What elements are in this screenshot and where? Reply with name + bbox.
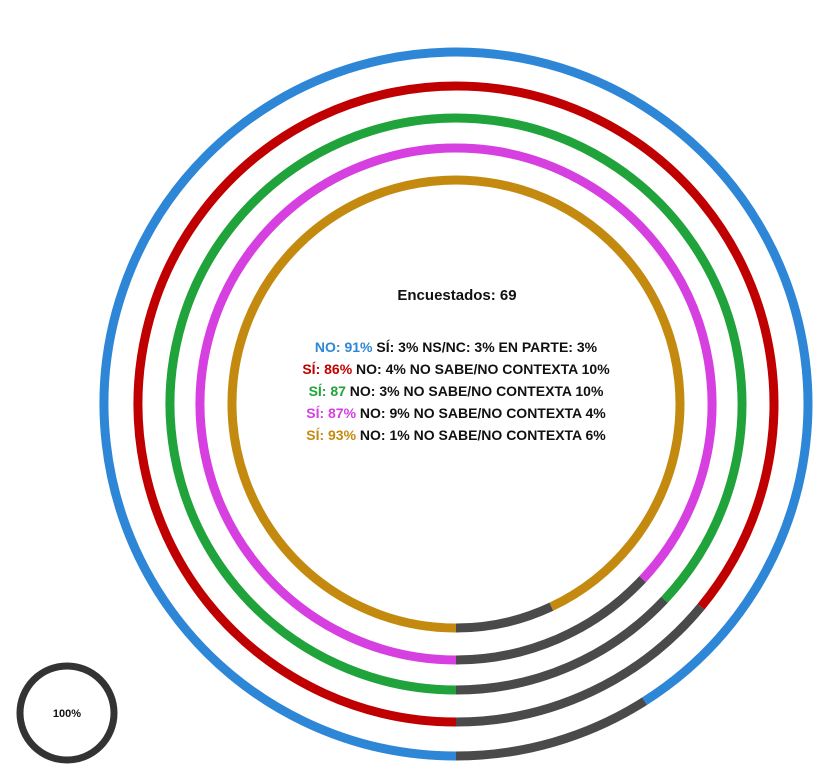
legend-lines: NO: 91% SÍ: 3% NS/NC: 3% EN PARTE: 3%SÍ:… [302, 339, 610, 443]
reference-circle-label: 100% [53, 708, 81, 720]
ring-4-main-arc [195, 143, 717, 665]
legend-line-4-segment-2: NO: 9% [356, 405, 410, 421]
legend-line-5-segment-2: NO: 1% [356, 427, 410, 443]
legend-line-1-segment-1: NO: 91% [315, 339, 373, 355]
legend-line-1: NO: 91% SÍ: 3% NS/NC: 3% EN PARTE: 3% [315, 339, 598, 355]
legend-line-2: SÍ: 86% NO: 4% NO SABE/NO CONTEXTA 10% [302, 361, 610, 377]
ring-1-remainder-arc [455, 697, 648, 761]
chart-title: Encuestados: 69 [397, 287, 516, 304]
reference-circle [16, 662, 118, 764]
legend-line-1-segment-4: EN PARTE: 3% [495, 339, 598, 355]
legend-line-4: SÍ: 87% NO: 9% NO SABE/NO CONTEXTA 4% [306, 405, 606, 421]
legend-line-5-segment-3: NO SABE/NO CONTEXTA 6% [410, 427, 607, 443]
legend-line-3-segment-1: SÍ: 87 [309, 383, 347, 399]
ring-2-main-arc [133, 81, 779, 727]
ring-3-remainder-arc [455, 596, 668, 695]
ring-2-remainder-arc [455, 603, 705, 727]
legend-line-2-segment-1: SÍ: 86% [302, 361, 352, 377]
legend-line-3: SÍ: 87 NO: 3% NO SABE/NO CONTEXTA 10% [309, 383, 604, 399]
ring-5-main-arc [227, 175, 685, 633]
legend-line-4-segment-1: SÍ: 87% [306, 405, 356, 421]
legend-line-3-segment-2: NO: 3% [346, 383, 400, 399]
legend-line-5-segment-1: SÍ: 93% [306, 427, 356, 443]
ring-4-remainder-arc [455, 576, 646, 665]
legend-line-4-segment-3: NO SABE/NO CONTEXTA 4% [410, 405, 607, 421]
ring-1-main-arc [99, 47, 813, 761]
legend-line-3-segment-3: NO SABE/NO CONTEXTA 10% [400, 383, 604, 399]
ring-5-remainder-arc [455, 602, 554, 633]
rings-group [99, 47, 813, 761]
legend-line-5: SÍ: 93% NO: 1% NO SABE/NO CONTEXTA 6% [306, 427, 606, 443]
legend-line-1-segment-2: SÍ: 3% [373, 339, 419, 355]
reference-circle-legend: 100% [16, 662, 118, 764]
ring-3-main-arc [165, 113, 747, 695]
legend-line-2-segment-3: NO SABE/NO CONTEXTA 10% [406, 361, 610, 377]
legend-line-1-segment-3: NS/NC: 3% [418, 339, 495, 355]
legend-line-2-segment-2: NO: 4% [352, 361, 406, 377]
